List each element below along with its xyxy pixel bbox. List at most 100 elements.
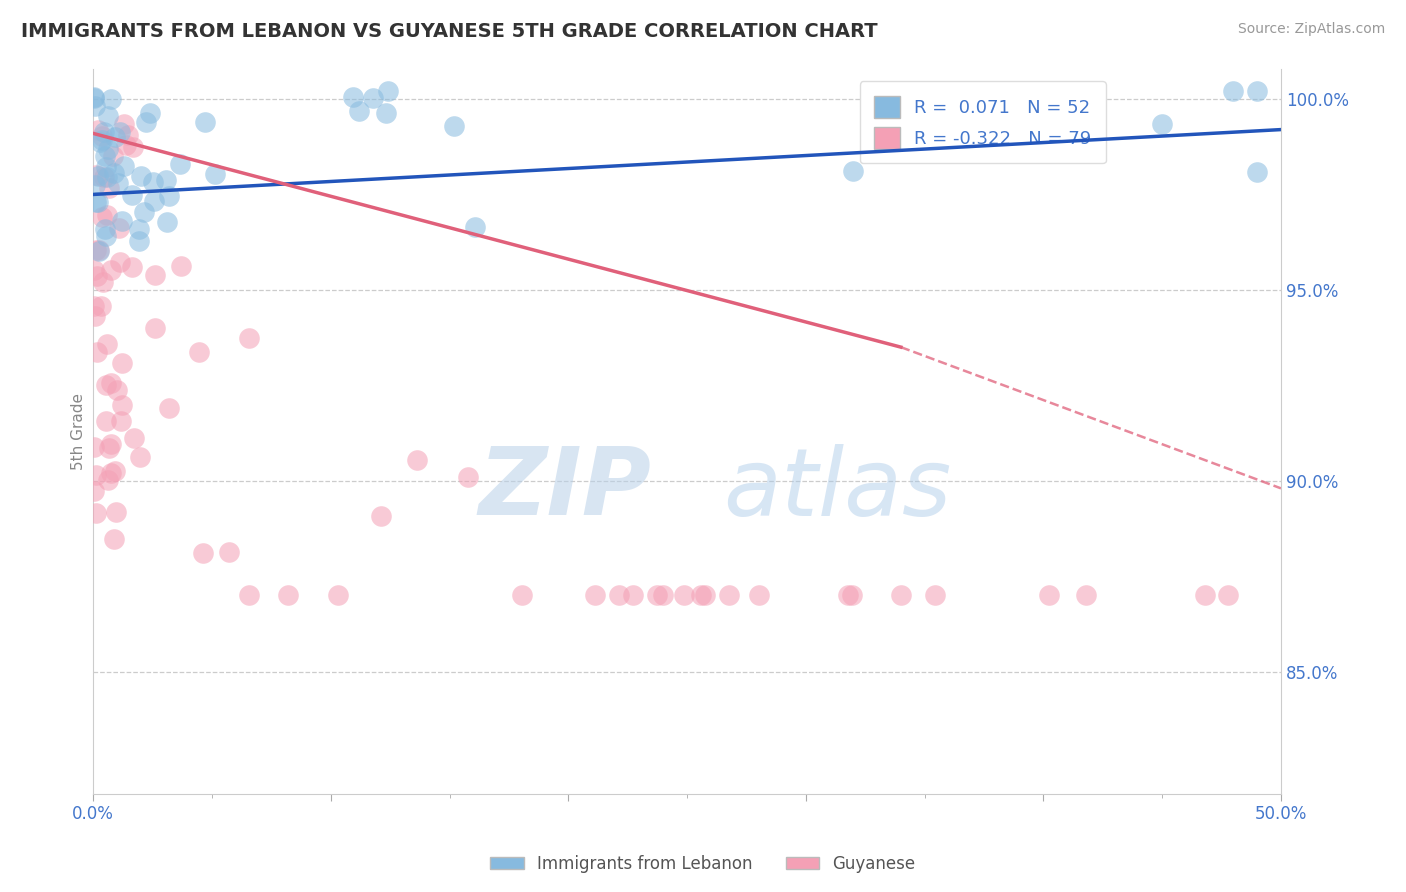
Point xyxy=(842,163,865,178)
Point xyxy=(194,115,217,129)
Point xyxy=(122,140,145,154)
Point xyxy=(457,470,479,484)
Point xyxy=(924,588,946,602)
Point xyxy=(103,166,125,180)
Point xyxy=(718,588,741,602)
Point xyxy=(101,149,124,163)
Point xyxy=(89,135,111,149)
Point xyxy=(96,161,118,175)
Point xyxy=(93,125,115,139)
Point xyxy=(169,157,191,171)
Point xyxy=(361,91,384,105)
Point xyxy=(218,545,240,559)
Point xyxy=(100,92,122,106)
Text: atlas: atlas xyxy=(723,443,950,534)
Point xyxy=(1076,588,1098,602)
Point xyxy=(91,128,114,143)
Point xyxy=(108,124,131,138)
Point xyxy=(139,106,162,120)
Point xyxy=(238,588,260,602)
Point xyxy=(93,149,115,163)
Point xyxy=(1194,588,1216,602)
Point xyxy=(347,103,370,118)
Point xyxy=(510,588,533,602)
Point xyxy=(837,588,859,602)
Point xyxy=(107,221,129,235)
Point xyxy=(98,180,121,194)
Point xyxy=(107,176,129,190)
Point xyxy=(464,219,486,234)
Point xyxy=(91,133,114,147)
Point xyxy=(100,376,122,391)
Point xyxy=(100,437,122,451)
Point xyxy=(87,243,110,257)
Point xyxy=(129,169,152,183)
Point xyxy=(342,90,364,104)
Point xyxy=(129,450,152,464)
Point xyxy=(96,169,118,184)
Point xyxy=(90,299,112,313)
Point xyxy=(100,263,122,277)
Point xyxy=(143,320,166,334)
Point xyxy=(89,244,111,259)
Point xyxy=(87,169,110,183)
Point xyxy=(890,588,912,602)
Point xyxy=(110,414,132,428)
Point xyxy=(647,588,669,602)
Point xyxy=(607,588,630,602)
Legend: Immigrants from Lebanon, Guyanese: Immigrants from Lebanon, Guyanese xyxy=(484,848,922,880)
Point xyxy=(132,204,155,219)
Point xyxy=(111,214,134,228)
Point xyxy=(91,210,114,224)
Point xyxy=(104,130,127,145)
Point xyxy=(105,505,128,519)
Text: ZIP: ZIP xyxy=(478,443,651,535)
Point xyxy=(583,588,606,602)
Point xyxy=(83,178,105,193)
Point xyxy=(128,221,150,235)
Point xyxy=(86,123,108,137)
Point xyxy=(91,275,114,289)
Point xyxy=(108,254,131,268)
Point xyxy=(695,588,717,602)
Point xyxy=(690,588,713,602)
Point xyxy=(117,128,139,142)
Point xyxy=(142,175,165,189)
Point xyxy=(94,222,117,236)
Point xyxy=(84,195,107,210)
Point xyxy=(87,194,110,209)
Point xyxy=(124,431,146,445)
Point xyxy=(143,268,166,283)
Point xyxy=(1222,84,1244,98)
Legend: R =  0.071   N = 52, R = -0.322   N = 79: R = 0.071 N = 52, R = -0.322 N = 79 xyxy=(860,81,1105,163)
Point xyxy=(83,299,105,313)
Point xyxy=(276,588,298,602)
Point xyxy=(121,260,143,274)
Point xyxy=(104,465,127,479)
Point xyxy=(841,588,863,602)
Point xyxy=(83,262,105,277)
Point xyxy=(94,414,117,428)
Point xyxy=(83,91,105,105)
Point xyxy=(97,473,120,487)
Point xyxy=(443,119,465,133)
Y-axis label: 5th Grade: 5th Grade xyxy=(72,392,86,469)
Point xyxy=(97,441,120,455)
Point xyxy=(97,142,120,156)
Point xyxy=(1246,84,1268,98)
Point xyxy=(204,167,226,181)
Point xyxy=(84,506,107,520)
Point xyxy=(1152,117,1174,131)
Point xyxy=(86,268,108,283)
Point xyxy=(111,356,134,370)
Point xyxy=(84,468,107,483)
Point xyxy=(652,588,675,602)
Point xyxy=(84,309,107,323)
Text: IMMIGRANTS FROM LEBANON VS GUYANESE 5TH GRADE CORRELATION CHART: IMMIGRANTS FROM LEBANON VS GUYANESE 5TH … xyxy=(21,22,877,41)
Point xyxy=(97,109,120,123)
Point xyxy=(105,384,128,398)
Point xyxy=(159,401,181,415)
Point xyxy=(128,234,150,248)
Point xyxy=(112,117,135,131)
Point xyxy=(1038,588,1060,602)
